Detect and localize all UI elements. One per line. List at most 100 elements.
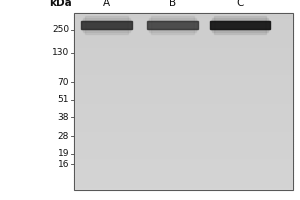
Bar	[74, 79, 292, 82]
Bar	[74, 113, 292, 115]
Bar	[74, 86, 292, 88]
Bar	[74, 128, 292, 130]
Bar	[74, 104, 292, 106]
Bar	[74, 126, 292, 128]
Text: A: A	[103, 0, 110, 8]
Bar	[74, 166, 292, 168]
Bar	[74, 115, 292, 117]
Bar	[214, 16, 266, 34]
Bar	[74, 48, 292, 51]
Bar	[74, 152, 292, 155]
Bar	[74, 137, 292, 139]
Bar	[74, 161, 292, 163]
Text: C: C	[236, 0, 244, 8]
Text: kDa: kDa	[49, 0, 72, 8]
Bar	[210, 21, 270, 29]
Bar	[74, 75, 292, 77]
Bar	[74, 132, 292, 135]
Bar	[74, 163, 292, 166]
Bar	[74, 150, 292, 152]
Bar	[74, 28, 292, 31]
Bar	[74, 64, 292, 66]
Bar	[74, 31, 292, 33]
Bar	[74, 13, 292, 15]
Bar	[82, 20, 131, 30]
Bar	[74, 172, 292, 175]
Bar	[74, 71, 292, 73]
Text: 130: 130	[52, 48, 69, 57]
Bar	[74, 95, 292, 97]
Bar	[74, 183, 292, 186]
Bar	[74, 88, 292, 90]
Bar	[74, 68, 292, 71]
Bar	[85, 16, 128, 34]
Bar	[74, 15, 292, 17]
Text: 250: 250	[52, 25, 69, 34]
Bar	[74, 97, 292, 99]
Bar	[74, 40, 292, 42]
Text: 38: 38	[58, 113, 69, 122]
Bar	[74, 159, 292, 161]
Bar	[74, 124, 292, 126]
Bar	[74, 22, 292, 24]
Bar	[147, 21, 198, 29]
Text: 16: 16	[58, 160, 69, 169]
Bar	[74, 117, 292, 119]
Bar	[74, 26, 292, 28]
Bar	[74, 90, 292, 93]
Bar	[74, 144, 292, 146]
Bar	[74, 121, 292, 124]
Bar	[74, 62, 292, 64]
Bar	[74, 146, 292, 148]
Text: B: B	[169, 0, 176, 8]
Bar	[74, 42, 292, 44]
Bar	[211, 20, 269, 30]
Bar	[74, 57, 292, 59]
Bar	[148, 20, 197, 30]
Bar	[74, 84, 292, 86]
Bar	[74, 108, 292, 110]
Bar	[74, 130, 292, 132]
Bar	[74, 55, 292, 57]
Bar	[74, 141, 292, 144]
Bar	[74, 119, 292, 121]
Bar	[74, 51, 292, 53]
Bar	[74, 110, 292, 113]
Bar	[74, 186, 292, 188]
Bar	[83, 18, 130, 32]
Bar	[151, 16, 194, 34]
Bar	[81, 21, 132, 29]
Text: 28: 28	[58, 132, 69, 141]
Bar	[74, 148, 292, 150]
Bar	[74, 53, 292, 55]
Text: 70: 70	[58, 78, 69, 87]
Bar	[74, 82, 292, 84]
Bar	[74, 93, 292, 95]
Bar	[74, 24, 292, 26]
Bar	[74, 102, 292, 104]
Bar	[149, 18, 196, 32]
Bar	[74, 20, 292, 22]
Bar	[74, 66, 292, 68]
Bar	[74, 179, 292, 181]
Bar	[74, 155, 292, 157]
Bar	[74, 188, 292, 190]
Bar	[74, 46, 292, 48]
Bar	[74, 106, 292, 108]
Bar	[74, 59, 292, 62]
Bar	[74, 73, 292, 75]
Bar	[74, 175, 292, 177]
Bar	[74, 99, 292, 102]
Bar	[74, 181, 292, 183]
Bar	[74, 177, 292, 179]
Bar	[74, 168, 292, 170]
Text: 19: 19	[58, 149, 69, 158]
Bar	[74, 135, 292, 137]
Bar	[74, 77, 292, 79]
Bar	[74, 37, 292, 40]
Bar	[74, 44, 292, 46]
Bar	[74, 33, 292, 35]
Bar	[74, 157, 292, 159]
Bar	[74, 35, 292, 37]
Bar	[212, 18, 268, 32]
